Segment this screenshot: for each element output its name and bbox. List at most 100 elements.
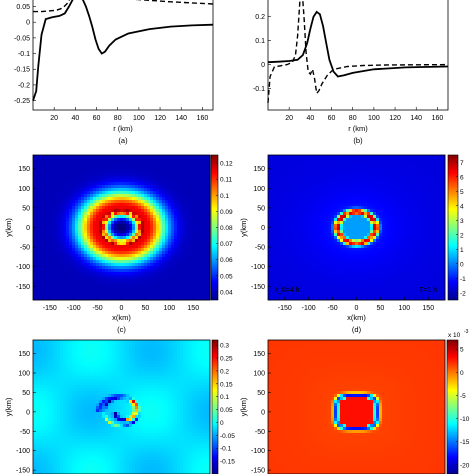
plot-frame	[267, 339, 446, 474]
x-tick-label: 140	[410, 115, 422, 122]
y-tick-label: -150	[251, 284, 265, 291]
colorbar-tick-label: 5	[460, 347, 464, 354]
panel-c: 150 100 50 0 -50 -100 -150 y(km) -150 -100 -50 0 50 1…	[4, 154, 233, 334]
colorbar-tick-label: 0.06	[220, 257, 233, 264]
y-tick-label: -100	[251, 264, 265, 271]
x-tick-label: 160	[432, 115, 444, 122]
colorbar-tick-label: 1	[460, 247, 464, 254]
y-tick-label: -0.2	[18, 82, 30, 89]
x-tick-label: -100	[67, 305, 81, 312]
y-tick-label: 0.2	[255, 14, 265, 21]
colorbar-tick-label: -0.15	[220, 459, 235, 466]
plot-area	[33, 0, 213, 110]
y-tick-label: -50	[20, 245, 30, 252]
y-tick-label: -100	[16, 264, 30, 271]
plot-frame	[32, 0, 214, 111]
y-tick-label: -150	[16, 284, 30, 291]
colorbar-tick-label: -10	[460, 416, 470, 423]
y-tick-label: -0.1	[253, 86, 265, 93]
y-tick-label: -0.1	[18, 51, 30, 58]
colorbar-tick-label: -2	[460, 290, 466, 297]
y-tick-label: 50	[257, 205, 265, 212]
panel-caption: (c)	[117, 325, 126, 334]
x-axis-label: x(km)	[112, 313, 131, 322]
y-tick-label: 150	[18, 351, 30, 358]
colorbar-gradient	[211, 339, 219, 474]
colorbar-tick-label: 0.07	[220, 241, 233, 248]
colorbar-tick-label: -20	[460, 462, 470, 469]
colorbar-tick-label: 0.2	[220, 368, 229, 375]
colorbar-tick-label: 0	[460, 370, 464, 377]
colorbar-tick-label: 0.05	[220, 273, 233, 280]
y-tick-label: 100	[253, 186, 265, 193]
y-axis-label: y(km)	[4, 397, 13, 416]
x-tick-label: -150	[278, 305, 292, 312]
colorbar-tick-label: 0.08	[220, 225, 233, 232]
x-axis-label: x(km)	[347, 313, 366, 322]
colorbar-tick-label: -5	[460, 393, 466, 400]
y-tick-label: 150	[253, 351, 265, 358]
colorbar-tick-label: 0.1	[220, 193, 229, 200]
x-tick-label: 20	[50, 115, 58, 122]
x-tick-label: -100	[302, 305, 316, 312]
series-line-dashed	[33, 0, 214, 13]
x-tick-label: 0	[355, 305, 359, 312]
colorbar-exponent: x 10	[448, 332, 461, 339]
y-axis-label: y(km)	[4, 218, 13, 237]
x-tick-label: 140	[175, 115, 187, 122]
y-tick-label: -0.25	[14, 98, 30, 105]
panel-b: 20 40 60 80 100 120 140 160 0.2 0.1 0 -0.1 r (km) (b)	[253, 0, 449, 145]
x-tick-label: 80	[114, 115, 122, 122]
y-tick-label: 0	[261, 225, 265, 232]
x-tick-label: 40	[306, 115, 314, 122]
x-tick-label: 40	[71, 115, 79, 122]
x-axis-label: r (km)	[348, 124, 368, 133]
x-tick-label: 150	[422, 305, 434, 312]
x-tick-label: 150	[187, 305, 199, 312]
panel-f: 150100500-50-100-150y(km)50-5-10-15-20x …	[239, 329, 470, 474]
panel-caption: (d)	[352, 325, 362, 334]
colorbar-tick-label: 5	[460, 189, 464, 196]
colorbar-exponent-power: -3	[464, 329, 469, 335]
colorbar-tick-label: 6	[460, 174, 464, 181]
annotation-T: T=1 h	[419, 287, 437, 294]
y-tick-label: -0.15	[14, 67, 30, 74]
colorbar-gradient	[447, 154, 459, 301]
colorbar-tick-label: -0.1	[220, 446, 232, 453]
x-tick-label: 160	[197, 115, 209, 122]
colorbar-tick-label: 0	[220, 420, 224, 427]
y-tick-label: 0	[261, 62, 265, 69]
annotation-t0: t_0=4 h	[276, 287, 300, 294]
x-tick-label: 120	[154, 115, 166, 122]
colorbar-tick-label: 3	[460, 218, 464, 225]
y-tick-label: 0	[26, 225, 30, 232]
y-tick-label: 150	[253, 166, 265, 173]
colorbar: 7 6 5 4 3 2 1 0 -1 -2	[447, 154, 466, 301]
y-axis-label: y(km)	[239, 218, 248, 237]
x-tick-label: 0	[120, 305, 124, 312]
colorbar-tick-label: 0.09	[220, 209, 233, 216]
y-tick-label: -100	[251, 448, 265, 455]
colorbar-tick-label: 0.11	[220, 177, 233, 184]
colorbar-tick-label: 0.12	[220, 161, 233, 168]
x-axis-label: r (km)	[113, 124, 133, 133]
colorbar-tick-label: 0.25	[220, 356, 233, 363]
colorbar-tick-label: 7	[460, 160, 464, 167]
panel-caption: (b)	[353, 136, 363, 145]
y-axis-label: y(km)	[239, 397, 248, 416]
colorbar-tick-label: 0	[460, 261, 464, 268]
y-tick-label: -150	[251, 468, 265, 474]
colorbar-tick-label: 0.3	[220, 343, 229, 350]
x-tick-label: 100	[368, 115, 380, 122]
plot-frame	[32, 339, 211, 474]
y-tick-label: 0.05	[16, 4, 30, 11]
colorbar-gradient	[446, 339, 459, 474]
y-tick-label: 50	[22, 205, 30, 212]
y-tick-label: -50	[20, 429, 30, 436]
colorbar-tick-label: 2	[460, 232, 464, 239]
x-tick-label: 120	[389, 115, 401, 122]
x-tick-label: 50	[377, 305, 385, 312]
y-tick-label: 150	[18, 166, 30, 173]
x-tick-label: -50	[328, 305, 338, 312]
colorbar-tick-label: 0.04	[220, 289, 233, 296]
